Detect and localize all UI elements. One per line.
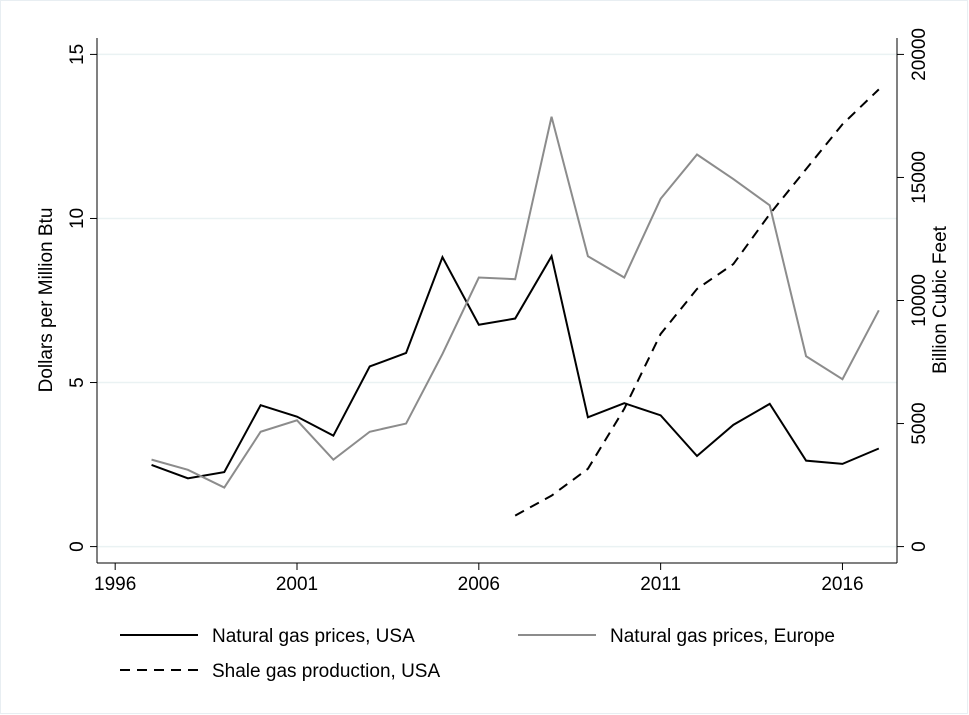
y2-tick-label: 0 bbox=[909, 541, 930, 552]
x-tick-label: 2001 bbox=[276, 574, 318, 595]
legend-label: Shale gas production, USA bbox=[212, 661, 440, 682]
y-tick-label: 15 bbox=[67, 44, 88, 65]
line bbox=[514, 88, 880, 517]
y-axis-label: Dollars per Million Btu bbox=[36, 208, 57, 393]
legend-label: Natural gas prices, USA bbox=[212, 626, 415, 647]
y2-tick-label: 5000 bbox=[909, 402, 930, 444]
y2-tick-label: 10000 bbox=[909, 274, 930, 327]
x-tick-label: 2006 bbox=[458, 574, 500, 595]
line bbox=[151, 116, 880, 489]
x-tick-label: 1996 bbox=[94, 574, 136, 595]
y-tick-label: 10 bbox=[67, 208, 88, 229]
legend-label: Natural gas prices, Europe bbox=[610, 626, 835, 647]
line bbox=[151, 253, 880, 480]
y-tick-label: 5 bbox=[67, 377, 88, 388]
y2-tick-label: 15000 bbox=[909, 151, 930, 204]
y-tick-label: 0 bbox=[67, 541, 88, 552]
y2-tick-label: 20000 bbox=[909, 28, 930, 81]
x-tick-label: 2016 bbox=[821, 574, 863, 595]
y2-axis-label: Billion Cubic Feet bbox=[930, 225, 951, 374]
x-tick-label: 2011 bbox=[640, 574, 681, 595]
